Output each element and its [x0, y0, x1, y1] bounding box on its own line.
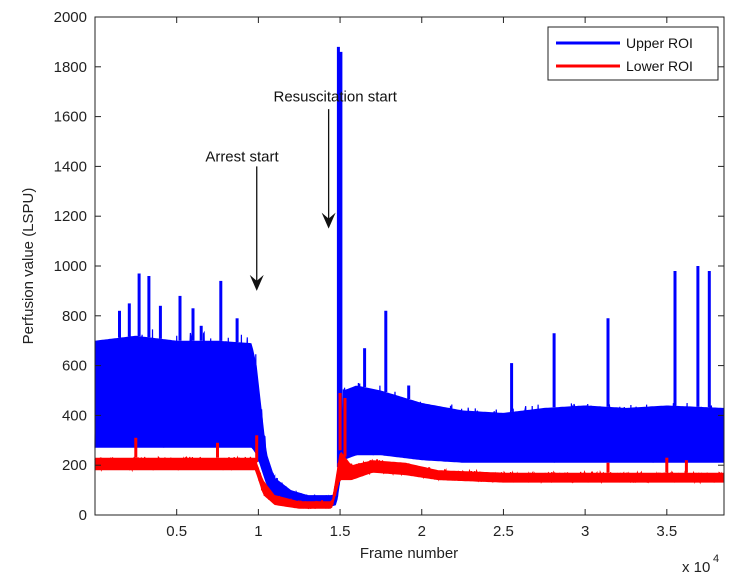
x-tick-label: 3 — [581, 523, 589, 540]
series-band — [95, 451, 724, 509]
annotation-label: Arrest start — [205, 148, 279, 165]
x-tick-label: 3.5 — [656, 523, 677, 540]
annotation-layer: Arrest start Resuscitation start — [205, 89, 398, 291]
x-tick-label: 2.5 — [493, 523, 514, 540]
x-tick-label: 1 — [254, 523, 262, 540]
y-tick-label: 1400 — [54, 158, 87, 175]
y-axis-label: Perfusion value (LSPU) — [20, 188, 37, 345]
annotation-resuscitation-start: Resuscitation start — [274, 89, 398, 229]
series-layer — [94, 46, 725, 510]
x-multiplier-base: x 10 — [682, 559, 710, 576]
y-tick-label: 1600 — [54, 109, 87, 126]
series-trace — [94, 455, 725, 510]
annotation-arrow-head — [249, 274, 264, 291]
y-tick-label: 0 — [79, 507, 87, 524]
y-tick-label: 600 — [62, 358, 87, 375]
series-lower-roi — [94, 393, 725, 510]
x-tick-label: 0.5 — [166, 523, 187, 540]
x-multiplier: x 10 4 — [682, 553, 719, 576]
y-tick-label: 2000 — [54, 9, 87, 26]
legend-label-upper-roi: Upper ROI — [626, 35, 693, 51]
legend: Upper ROI Lower ROI — [547, 26, 719, 81]
legend-box — [547, 26, 719, 81]
x-tick-label: 1.5 — [330, 523, 351, 540]
annotation-label: Resuscitation start — [274, 89, 398, 106]
y-tick-label: 400 — [62, 407, 87, 424]
y-tick-label: 1000 — [54, 258, 87, 275]
y-tick-label: 1200 — [54, 208, 87, 225]
y-tick-label: 200 — [62, 457, 87, 474]
x-tick-label: 2 — [418, 523, 426, 540]
series-trace — [94, 329, 725, 508]
y-tick-label: 1800 — [54, 59, 87, 76]
x-multiplier-exponent: 4 — [713, 553, 719, 565]
series-upper-roi — [94, 46, 725, 508]
y-tick-label: 800 — [62, 308, 87, 325]
x-axis-label: Frame number — [360, 545, 458, 562]
ticks-layer: 0.5 1 1.5 2 2.5 3 3.5 0 200 400 600 800 1000 1200 1400… — [54, 9, 724, 540]
annotation-arrow-head — [321, 212, 336, 229]
annotation-arrest-start: Arrest start — [205, 148, 279, 291]
legend-label-lower-roi: Lower ROI — [626, 58, 693, 74]
